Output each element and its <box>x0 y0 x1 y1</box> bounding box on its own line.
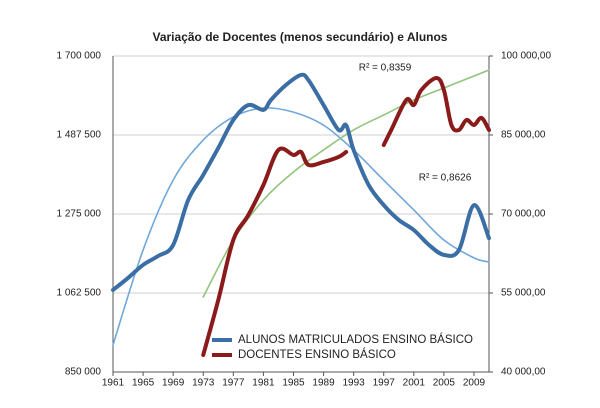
x-tick-label: 1985 <box>282 378 305 389</box>
y-tick-label: 1 700 000 <box>57 51 102 62</box>
x-tick-label: 1965 <box>132 378 155 389</box>
x-tick-label: 1961 <box>102 378 125 389</box>
x-tick-label: 1969 <box>162 378 185 389</box>
legend-label: DOCENTES ENSINO BÁSICO <box>238 348 396 361</box>
x-tick-label: 1989 <box>312 378 335 389</box>
x-tick-label: 1993 <box>343 378 366 389</box>
y2-tick-label: 85 000,00 <box>501 130 546 141</box>
trendline <box>202 69 490 298</box>
annotation: R² = 0,8359 <box>359 63 412 74</box>
x-tick-label: 2009 <box>463 378 486 389</box>
x-tick-label: 1997 <box>373 378 396 389</box>
x-tick-label: 1973 <box>192 378 215 389</box>
line <box>111 72 491 292</box>
chart-title: Variação de Docentes (menos secundário) … <box>153 30 448 44</box>
y2-tick-label: 70 000,00 <box>501 209 546 220</box>
legend-label: ALUNOS MATRICULADOS ENSINO BÁSICO <box>238 333 473 346</box>
y-tick-label: 1 487 500 <box>57 130 102 141</box>
y-tick-label: 1 275 000 <box>57 209 102 220</box>
x-tick-label: 1981 <box>252 378 275 389</box>
y-tick-label: 850 000 <box>65 367 102 378</box>
trendline <box>112 107 490 346</box>
y2-tick-label: 55 000,00 <box>501 288 546 299</box>
x-tick-label: 2001 <box>403 378 426 389</box>
line <box>201 75 491 357</box>
annotation: R² = 0,8626 <box>419 173 472 184</box>
y2-tick-label: 100 000,00 <box>501 51 551 62</box>
x-tick-label: 2005 <box>433 378 456 389</box>
y-tick-label: 1 062 500 <box>57 288 102 299</box>
x-tick-label: 1977 <box>222 378 245 389</box>
y2-tick-label: 40 000,00 <box>501 367 546 378</box>
